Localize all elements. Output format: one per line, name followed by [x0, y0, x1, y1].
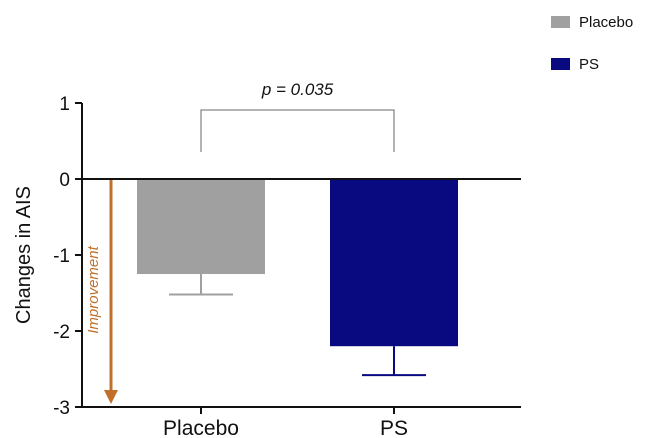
significance-label: p = 0.035	[261, 80, 334, 99]
improvement-arrowhead	[104, 390, 118, 404]
bar-placebo	[137, 179, 265, 274]
bar-ps	[330, 179, 458, 347]
y-tick-label: 0	[59, 170, 70, 191]
legend-swatch-placebo	[551, 16, 570, 28]
y-axis-title: Changes in AIS	[13, 186, 35, 324]
legend-label-ps: PS	[579, 56, 599, 73]
y-tick-label: -2	[53, 322, 70, 343]
legend: Placebo PS	[551, 14, 633, 73]
legend-swatch-ps	[551, 58, 570, 70]
bars	[137, 179, 458, 347]
improvement-label: Improvement	[85, 245, 102, 333]
y-axis: 1 0 -1 -2 -3	[53, 94, 83, 419]
legend-label-placebo: Placebo	[579, 14, 633, 31]
x-tick-label: PS	[380, 417, 408, 438]
y-tick-label: -3	[53, 398, 70, 419]
y-tick-label: 1	[59, 94, 70, 115]
x-tick-label: Placebo	[163, 417, 239, 438]
x-axis: Placebo PS	[82, 406, 521, 438]
significance-bracket	[200, 109, 395, 152]
error-bars	[169, 274, 426, 377]
y-tick-label: -1	[53, 246, 70, 267]
